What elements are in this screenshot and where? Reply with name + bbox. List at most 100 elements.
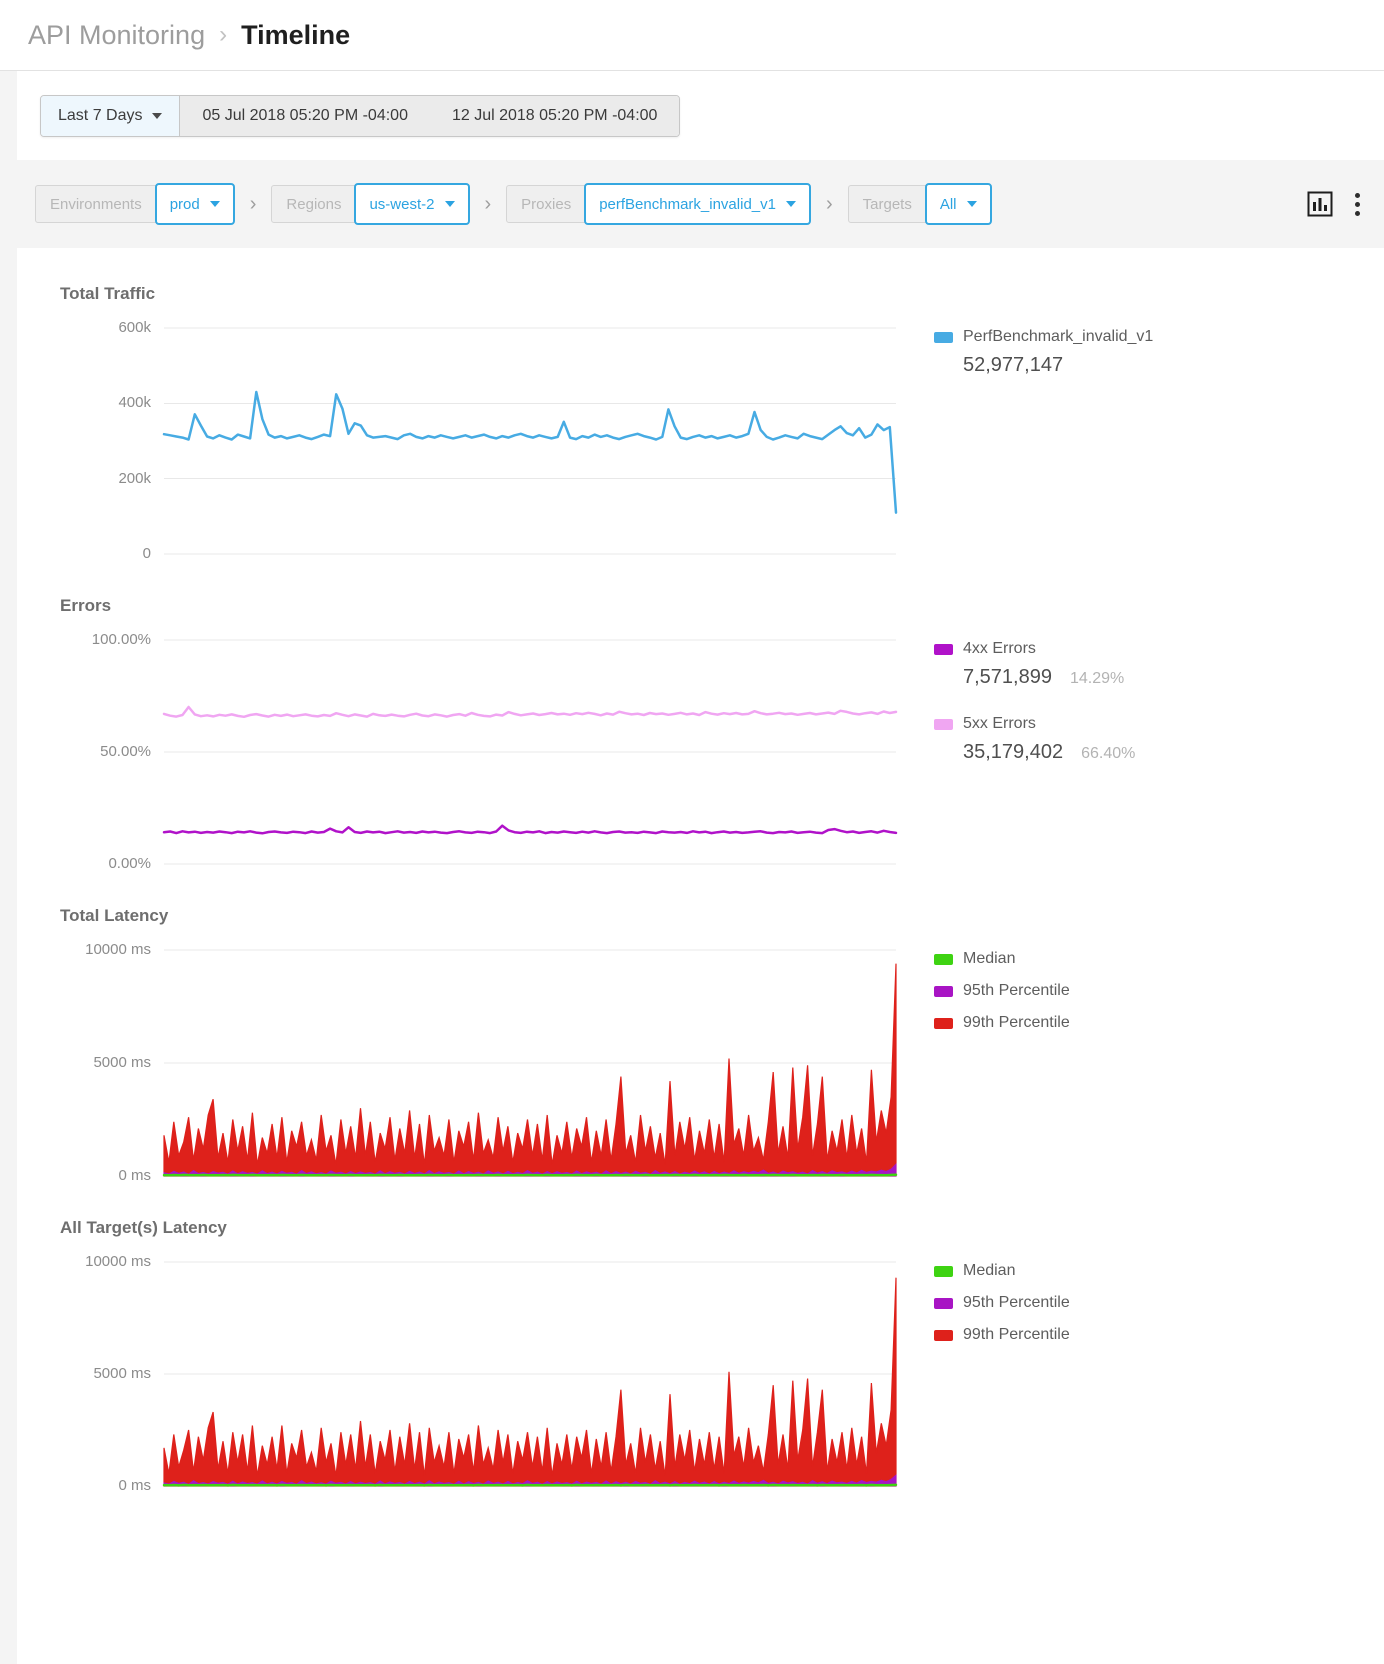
filter-label-targets: Targets [847, 185, 927, 223]
series-4xx-errors [162, 824, 898, 835]
series-median [162, 1483, 898, 1487]
filter-separator: › [249, 192, 257, 215]
more-options-kebab-icon[interactable] [1353, 191, 1362, 218]
chart-title: Errors [60, 596, 112, 615]
y-axis: 10000 ms 5000 ms 0 ms [60, 1253, 164, 1494]
legend-label: 95th Percentile [963, 1294, 1070, 1311]
legend-item: 99th Percentile [934, 1326, 1070, 1344]
legend-item: 99th Percentile [934, 1014, 1070, 1032]
legend-label: 5xx Errors [963, 715, 1036, 732]
legend-percent: 14.29% [1069, 670, 1125, 687]
filter-label-regions: Regions [271, 185, 357, 223]
legend-label: 99th Percentile [963, 1014, 1070, 1031]
y-axis-tick-label: 0 ms [118, 1167, 151, 1184]
legend-label: 95th Percentile [963, 982, 1070, 999]
filter-label-proxies: Proxies [506, 185, 587, 223]
y-axis-tick-label: 600k [118, 319, 151, 336]
app-header: API Monitoring › Timeline [0, 0, 1384, 71]
y-axis: 600k 400k 200k 0 [60, 319, 164, 562]
filter-bar: Environments prod › Regions us-west-2 › … [0, 160, 1384, 248]
y-axis: 100.00% 50.00% 0.00% [60, 631, 164, 872]
date-start: 05 Jul 2018 05:20 PM -04:00 [202, 106, 408, 124]
chart-title: Total Traffic [60, 284, 156, 303]
plot-area [162, 639, 898, 865]
series-perfbenchmark-invalid-v1 [162, 390, 898, 514]
filter-value-environments[interactable]: prod [154, 183, 235, 225]
legend-label: PerfBenchmark_invalid_v1 [963, 328, 1154, 345]
legend-item: PerfBenchmark_invalid_v1 [934, 328, 1153, 346]
date-preset-dropdown[interactable]: Last 7 Days [41, 95, 181, 136]
filter-separator: › [825, 192, 833, 215]
legend-label: Median [963, 950, 1016, 967]
filter-value-targets[interactable]: All [924, 183, 992, 225]
legend-value: 52,977,147 [963, 354, 1064, 376]
bar-chart-view-icon[interactable] [1307, 191, 1333, 217]
chart-legend: 4xx Errors 7,571,899 14.29% 5xx Errors 35,17… [934, 640, 1135, 864]
chevron-down-icon [966, 201, 977, 207]
legend-label: Median [963, 1262, 1016, 1279]
filter-value-text: prod [169, 195, 200, 213]
legend-item: 5xx Errors [934, 715, 1135, 733]
chart-title: All Target(s) Latency [60, 1218, 227, 1237]
all-targets-latency-chart: All Target(s) Latency 10000 ms 5000 ms 0 m… [60, 1218, 1384, 1494]
legend-label: 4xx Errors [963, 640, 1036, 657]
errors-chart: Errors 100.00% 50.00% 0.00% 4xx Errors 7,57… [60, 596, 1384, 872]
series-median [162, 1173, 898, 1177]
plot-area [162, 1261, 898, 1487]
chart-legend: Median 95th Percentile 99th Percentile [934, 1262, 1070, 1486]
chevron-down-icon [152, 112, 163, 119]
legend-value: 35,179,402 66.40% [963, 741, 1136, 763]
chevron-down-icon [209, 201, 220, 207]
breadcrumb-chevron-icon: › [219, 21, 228, 48]
series-99th-percentile [163, 963, 897, 1177]
filter-environments: Environments prod [35, 183, 235, 225]
legend-percent: 66.40% [1081, 745, 1136, 762]
y-axis-tick-label: 100.00% [91, 631, 151, 648]
chart-title: Total Latency [60, 906, 169, 925]
y-axis-tick-label: 5000 ms [93, 1365, 151, 1382]
y-axis-tick-label: 0 ms [118, 1477, 151, 1494]
legend-item: Median [934, 1262, 1070, 1280]
y-axis-tick-label: 400k [118, 394, 151, 412]
legend-item: 95th Percentile [934, 982, 1070, 1000]
series-95th-percentile [163, 1474, 897, 1487]
filter-targets: Targets All [847, 183, 992, 225]
plot-area [162, 949, 898, 1177]
chart-legend: PerfBenchmark_invalid_v1 52,977,147 [934, 328, 1153, 554]
legend-swatch-icon [934, 643, 953, 655]
legend-swatch-icon [934, 985, 953, 997]
legend-swatch-icon [934, 1329, 953, 1341]
filter-value-proxies[interactable]: perfBenchmark_invalid_v1 [584, 183, 811, 225]
date-range-control: Last 7 Days 05 Jul 2018 05:20 PM -04:00 … [40, 94, 681, 137]
y-axis-tick-label: 10000 ms [85, 1253, 151, 1270]
date-range-section: Last 7 Days 05 Jul 2018 05:20 PM -04:00 … [17, 71, 1384, 160]
charts-panel: Total Traffic 600k 400k 200k 0 PerfBenchmar… [17, 248, 1384, 1664]
chevron-down-icon [444, 201, 455, 207]
y-axis: 10000 ms 5000 ms 0 ms [60, 941, 164, 1184]
total-traffic-chart: Total Traffic 600k 400k 200k 0 PerfBenchmar… [60, 284, 1384, 562]
legend-swatch-icon [934, 718, 953, 730]
breadcrumb-api-monitoring[interactable]: API Monitoring [28, 19, 206, 50]
series-95th-percentile [163, 1162, 897, 1177]
legend-swatch-icon [934, 1265, 953, 1277]
date-end: 12 Jul 2018 05:20 PM -04:00 [451, 106, 658, 124]
legend-swatch-icon [934, 953, 953, 965]
legend-label: 99th Percentile [963, 1326, 1070, 1343]
filter-separator: › [484, 192, 492, 215]
legend-swatch-icon [934, 331, 953, 343]
filter-regions: Regions us-west-2 [271, 183, 470, 225]
filter-value-text: perfBenchmark_invalid_v1 [599, 195, 776, 213]
date-preset-label: Last 7 Days [58, 106, 143, 124]
filter-proxies: Proxies perfBenchmark_invalid_v1 [506, 183, 811, 225]
filter-value-text: us-west-2 [369, 195, 435, 213]
filter-value-regions[interactable]: us-west-2 [354, 183, 470, 225]
legend-swatch-icon [934, 1017, 953, 1029]
y-axis-tick-label: 200k [118, 469, 151, 487]
y-axis-tick-label: 0.00% [108, 855, 151, 872]
date-range-display[interactable]: 05 Jul 2018 05:20 PM -04:00 12 Jul 2018 … [180, 95, 680, 136]
legend-value: 7,571,899 14.29% [963, 666, 1125, 688]
filter-value-text: All [939, 195, 957, 213]
y-axis-tick-label: 10000 ms [85, 941, 151, 958]
y-axis-tick-label: 0 [142, 545, 151, 562]
y-axis-tick-label: 50.00% [100, 743, 151, 760]
